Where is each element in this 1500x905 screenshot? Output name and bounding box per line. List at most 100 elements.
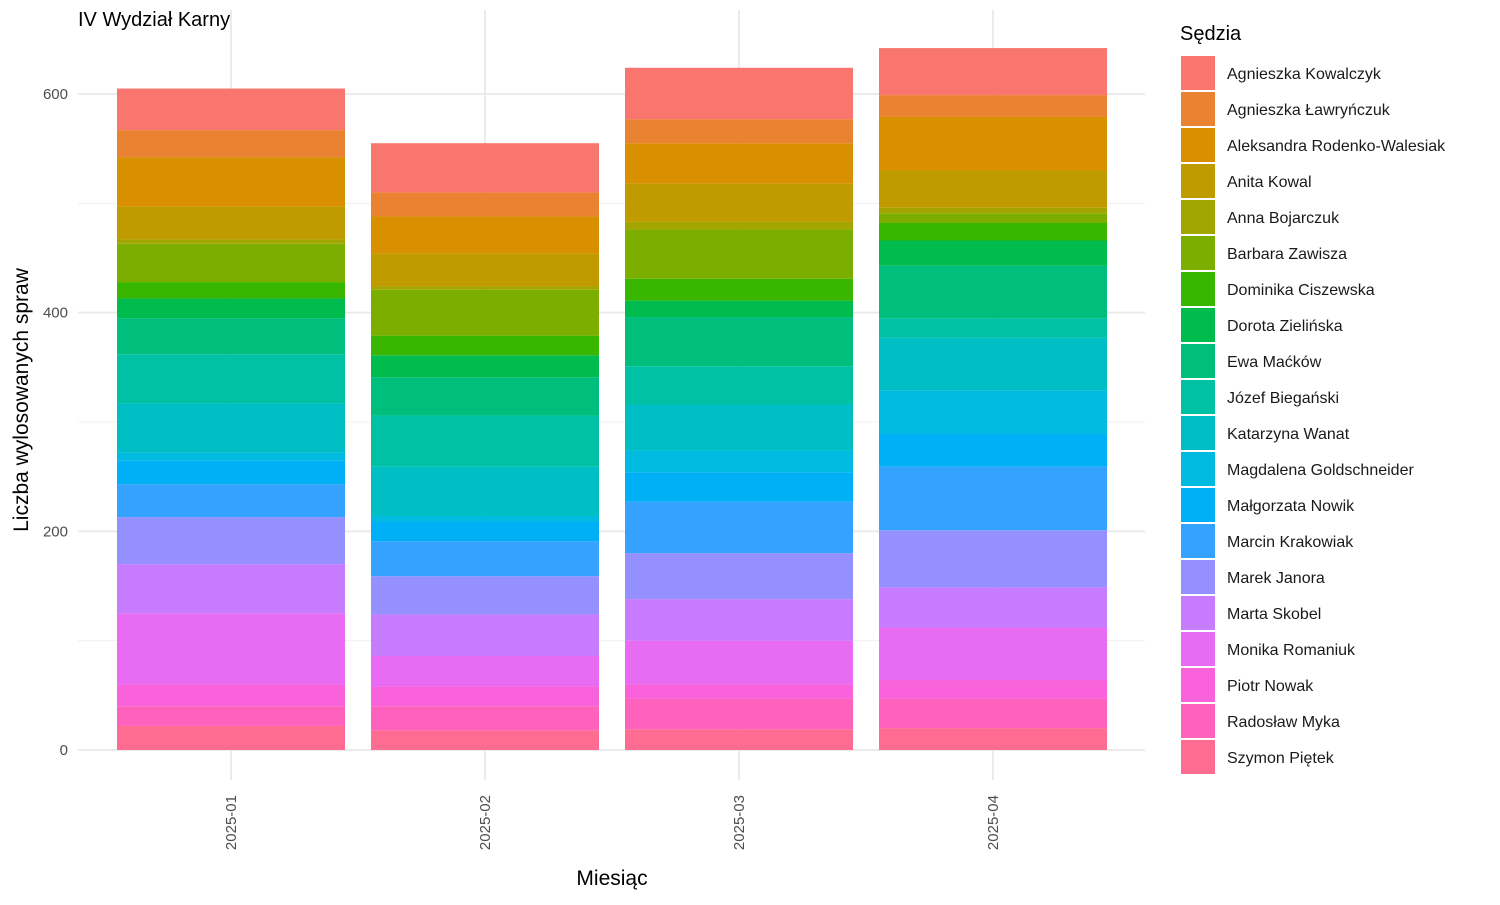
bar-segment [371,286,599,290]
legend-label: Ewa Maćków [1227,354,1322,371]
bar-segment [371,541,599,577]
bar-segment [117,298,345,319]
bar-segment [117,460,345,485]
bar-segment [879,213,1107,224]
bar-segment [625,501,853,554]
bar-segment [879,265,1107,319]
bar-segment [879,337,1107,391]
x-tick-label: 2025-03 [731,795,748,850]
y-tick-label: 400 [43,305,68,322]
bar-segment [117,354,345,404]
bar-segment [117,130,345,158]
legend-label: Aleksandra Rodenko-Walesiak [1227,138,1446,155]
legend-label: Barbara Zawisza [1227,246,1347,263]
y-axis-label: Liczba wylosowanych spraw [10,267,33,532]
legend-swatch [1181,164,1215,198]
bars-layer [117,48,1107,750]
bar-segment [625,317,853,367]
bar-segment [879,587,1107,628]
bar-segment [371,377,599,416]
legend-label: Anna Bojarczuk [1227,210,1340,227]
legend-label: Marek Janora [1227,570,1325,587]
y-tick-label: 200 [43,523,68,540]
legend-swatch [1181,128,1215,162]
x-tick-label: 2025-01 [223,795,240,850]
bar-segment [879,390,1107,435]
x-tick-label: 2025-04 [985,795,1002,850]
bar-segment [625,221,853,230]
bar-segment [879,207,1107,214]
legend-label: Anita Kowal [1227,174,1312,191]
bar-segment [371,355,599,378]
legend-swatch [1181,560,1215,594]
bar-segment [625,599,853,641]
legend-label: Monika Romaniuk [1227,642,1356,659]
legend-swatch [1181,488,1215,522]
bar-segment [371,466,599,517]
bar-segment [117,206,345,240]
bar-segment [371,576,599,615]
legend-swatch [1181,416,1215,450]
bar-segment [117,684,345,707]
bar-segment [371,521,599,542]
bar-segment [625,119,853,144]
legend-swatch [1181,344,1215,378]
x-axis-label: Miesiąc [576,867,647,890]
legend-label: Piotr Nowak [1227,678,1314,695]
legend-swatch [1181,524,1215,558]
bar-segment [371,143,599,193]
bar-segment [625,366,853,405]
bar-segment [117,88,345,131]
bar-segment [879,116,1107,171]
legend-swatch [1181,236,1215,270]
bar-segment [625,698,853,730]
legend-title: Sędzia [1180,23,1242,45]
bar-segment [117,725,345,750]
legend-swatch [1181,704,1215,738]
legend-swatch [1181,308,1215,342]
bar-segment [879,223,1107,241]
x-tick-label: 2025-02 [477,795,494,850]
bar-segment [117,318,345,355]
bar-segment [117,706,345,726]
bar-segment [879,530,1107,588]
bar-segment [117,613,345,685]
bar-segment [117,517,345,565]
bar-segment [117,403,345,453]
bar-segment [371,516,599,522]
bar-segment [879,170,1107,208]
bar-segment [117,564,345,614]
legend-swatch [1181,56,1215,90]
bar-segment [371,686,599,707]
bar-segment [625,640,853,685]
bar-segment [371,706,599,731]
legend-swatch [1181,668,1215,702]
bar-segment [625,183,853,222]
bar-segment [625,404,853,451]
bar-segment [625,553,853,600]
bar-segment [117,452,345,461]
bar-segment [879,627,1107,681]
legend-swatch [1181,596,1215,630]
legend-label: Małgorzata Nowik [1227,498,1355,515]
legend-swatch [1181,452,1215,486]
legend-swatch [1181,740,1215,774]
legend-swatch [1181,92,1215,126]
legend-label: Agnieszka Ławryńczuk [1227,102,1391,119]
bar-segment [371,415,599,467]
y-tick-label: 0 [60,742,68,759]
bar-segment [625,472,853,502]
bar-segment [879,466,1107,531]
legend-swatch [1181,632,1215,666]
legend-swatch [1181,380,1215,414]
legend-label: Marcin Krakowiak [1227,534,1354,551]
bar-segment [371,614,599,656]
bar-segment [625,67,853,120]
chart-title: IV Wydział Karny [78,9,230,31]
bar-segment [371,192,599,217]
legend-label: Szymon Piętek [1227,750,1335,767]
bar-segment [879,434,1107,467]
bar-segment [117,157,345,207]
bar-segment [371,253,599,287]
